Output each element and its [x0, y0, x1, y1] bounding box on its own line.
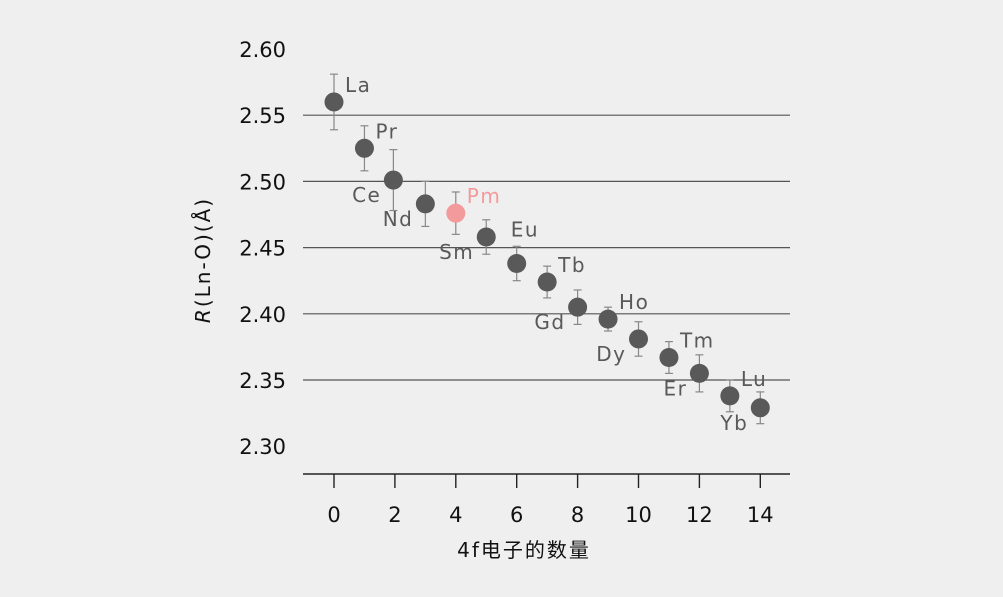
x-tick-label: 14 [747, 503, 774, 527]
point-label-yb: Yb [719, 411, 748, 435]
point-label-tm: Tm [679, 328, 715, 352]
x-tick-label: 2 [388, 503, 401, 527]
point-label-tb: Tb [557, 253, 586, 277]
data-point-dy [629, 329, 648, 349]
point-label-er: Er [664, 376, 688, 400]
y-tick-label: 2.60 [239, 38, 286, 62]
point-label-nd: Nd [383, 207, 414, 231]
y-axis-title-rest: (Ln-O)(Å) [191, 197, 215, 307]
data-point-yb [750, 398, 770, 418]
point-label-pm: Pm [467, 184, 502, 208]
data-points [324, 92, 770, 418]
data-point-pr [354, 138, 374, 158]
point-label-gd: Gd [534, 310, 565, 334]
y-tick-label: 2.55 [239, 104, 286, 128]
axis-titles: 4f电子的数量 R(Ln-O)(Å) [191, 197, 591, 562]
y-tick-label: 2.30 [239, 435, 286, 459]
point-label-sm: Sm [439, 240, 474, 264]
data-point-eu [507, 253, 527, 273]
data-point-ce [383, 170, 403, 190]
y-axis-title: R(Ln-O)(Å) [191, 197, 215, 323]
x-tick-label: 8 [571, 503, 584, 527]
y-tick-label: 2.45 [239, 237, 286, 261]
point-label-ce: Ce [352, 183, 381, 207]
data-point-lu [720, 386, 740, 406]
y-tick-label: 2.35 [239, 369, 286, 393]
point-label-dy: Dy [596, 342, 626, 366]
data-point-ho [598, 309, 618, 329]
x-tick-label: 10 [625, 503, 652, 527]
x-tick-label: 6 [510, 503, 523, 527]
point-label-la: La [345, 73, 371, 97]
x-tick-label: 0 [327, 503, 340, 527]
data-point-tm [659, 347, 679, 367]
point-label-ho: Ho [619, 290, 649, 314]
x-axis-title: 4f电子的数量 [457, 538, 591, 562]
data-point-pm [446, 203, 466, 223]
data-point-sm [476, 227, 496, 247]
x-tick-label: 12 [686, 503, 713, 527]
data-point-er [689, 363, 709, 383]
point-label-pr: Pr [375, 119, 398, 143]
data-point-nd [415, 194, 435, 214]
axes: 0 2 4 6 8 10 12 14 2.30 2.35 2.40 2.45 2.50 2.55 2.60 [239, 38, 790, 527]
data-point-tb [537, 272, 557, 292]
point-label-lu: Lu [741, 367, 767, 391]
y-tick-label: 2.50 [239, 170, 286, 194]
point-labels: La Ce Pr Nd Pm Sm Eu Gd Tb Dy Ho Er Tm Yb Lu [345, 73, 767, 435]
y-tick-label: 2.40 [239, 303, 286, 327]
data-point-la [324, 92, 344, 112]
y-axis-title-italic: R [191, 307, 215, 323]
data-point-gd [568, 297, 588, 317]
point-label-eu: Eu [511, 217, 539, 241]
x-tick-label: 4 [449, 503, 462, 527]
